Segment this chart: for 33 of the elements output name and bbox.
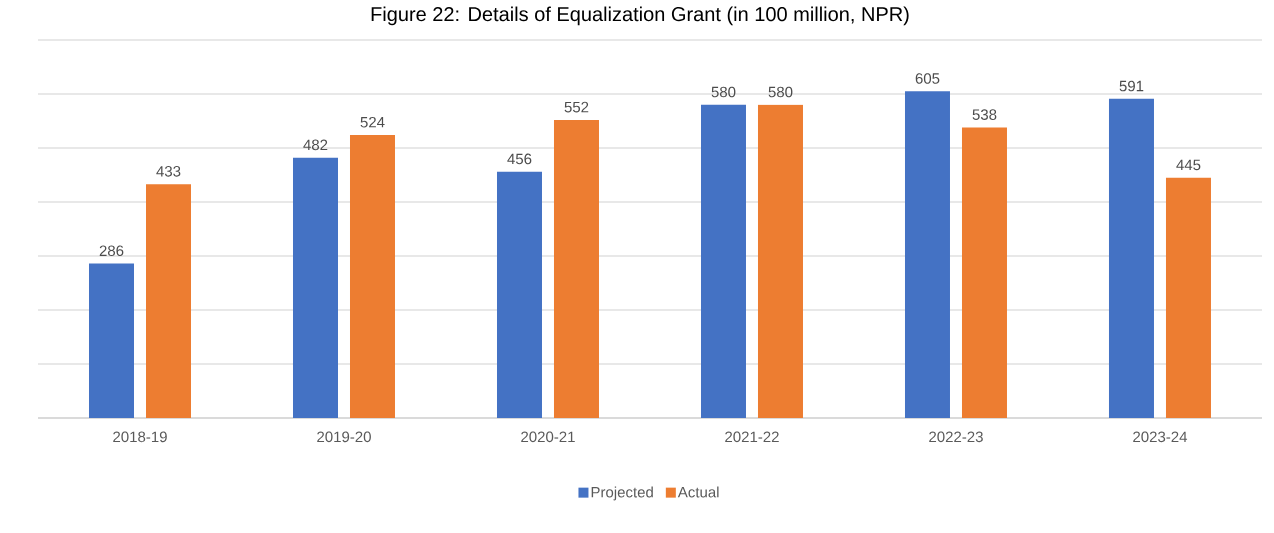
data-label: 552 xyxy=(564,101,589,113)
chart-title: Figure 22: Details of Equalization Grant (in 100 million, NPR) xyxy=(371,6,909,26)
data-label: 605 xyxy=(915,73,940,84)
x-tick-label: 2020-21 xyxy=(521,431,575,443)
bar xyxy=(700,104,746,418)
x-tick-label: 2021-22 xyxy=(725,431,779,443)
data-label: 580 xyxy=(711,86,736,98)
data-label: 286 xyxy=(99,245,124,257)
x-tick-label: 2019-20 xyxy=(317,431,371,443)
data-label: 538 xyxy=(972,109,997,120)
data-label: 456 xyxy=(507,153,532,165)
bar xyxy=(757,104,803,418)
legend-label: Actual xyxy=(677,486,719,498)
data-label: 482 xyxy=(303,139,328,151)
bar xyxy=(89,263,134,418)
data-label: 580 xyxy=(768,86,793,98)
bar xyxy=(1108,98,1154,418)
x-tick-label: 2022-23 xyxy=(929,431,983,443)
data-label: 433 xyxy=(156,166,181,177)
bar xyxy=(146,184,191,418)
bar xyxy=(961,127,1007,418)
bar xyxy=(350,135,395,418)
bar xyxy=(553,119,599,418)
legend-label: Projected xyxy=(591,486,653,501)
bar xyxy=(496,171,542,418)
bar xyxy=(904,91,950,418)
data-label: 445 xyxy=(1176,159,1201,171)
x-tick-label: 2018-19 xyxy=(113,431,167,443)
x-tick-label: 2023-24 xyxy=(1133,431,1188,443)
data-label: 591 xyxy=(1119,80,1144,92)
data-label: 524 xyxy=(360,116,385,128)
bar xyxy=(1165,177,1211,418)
bar xyxy=(293,157,338,418)
